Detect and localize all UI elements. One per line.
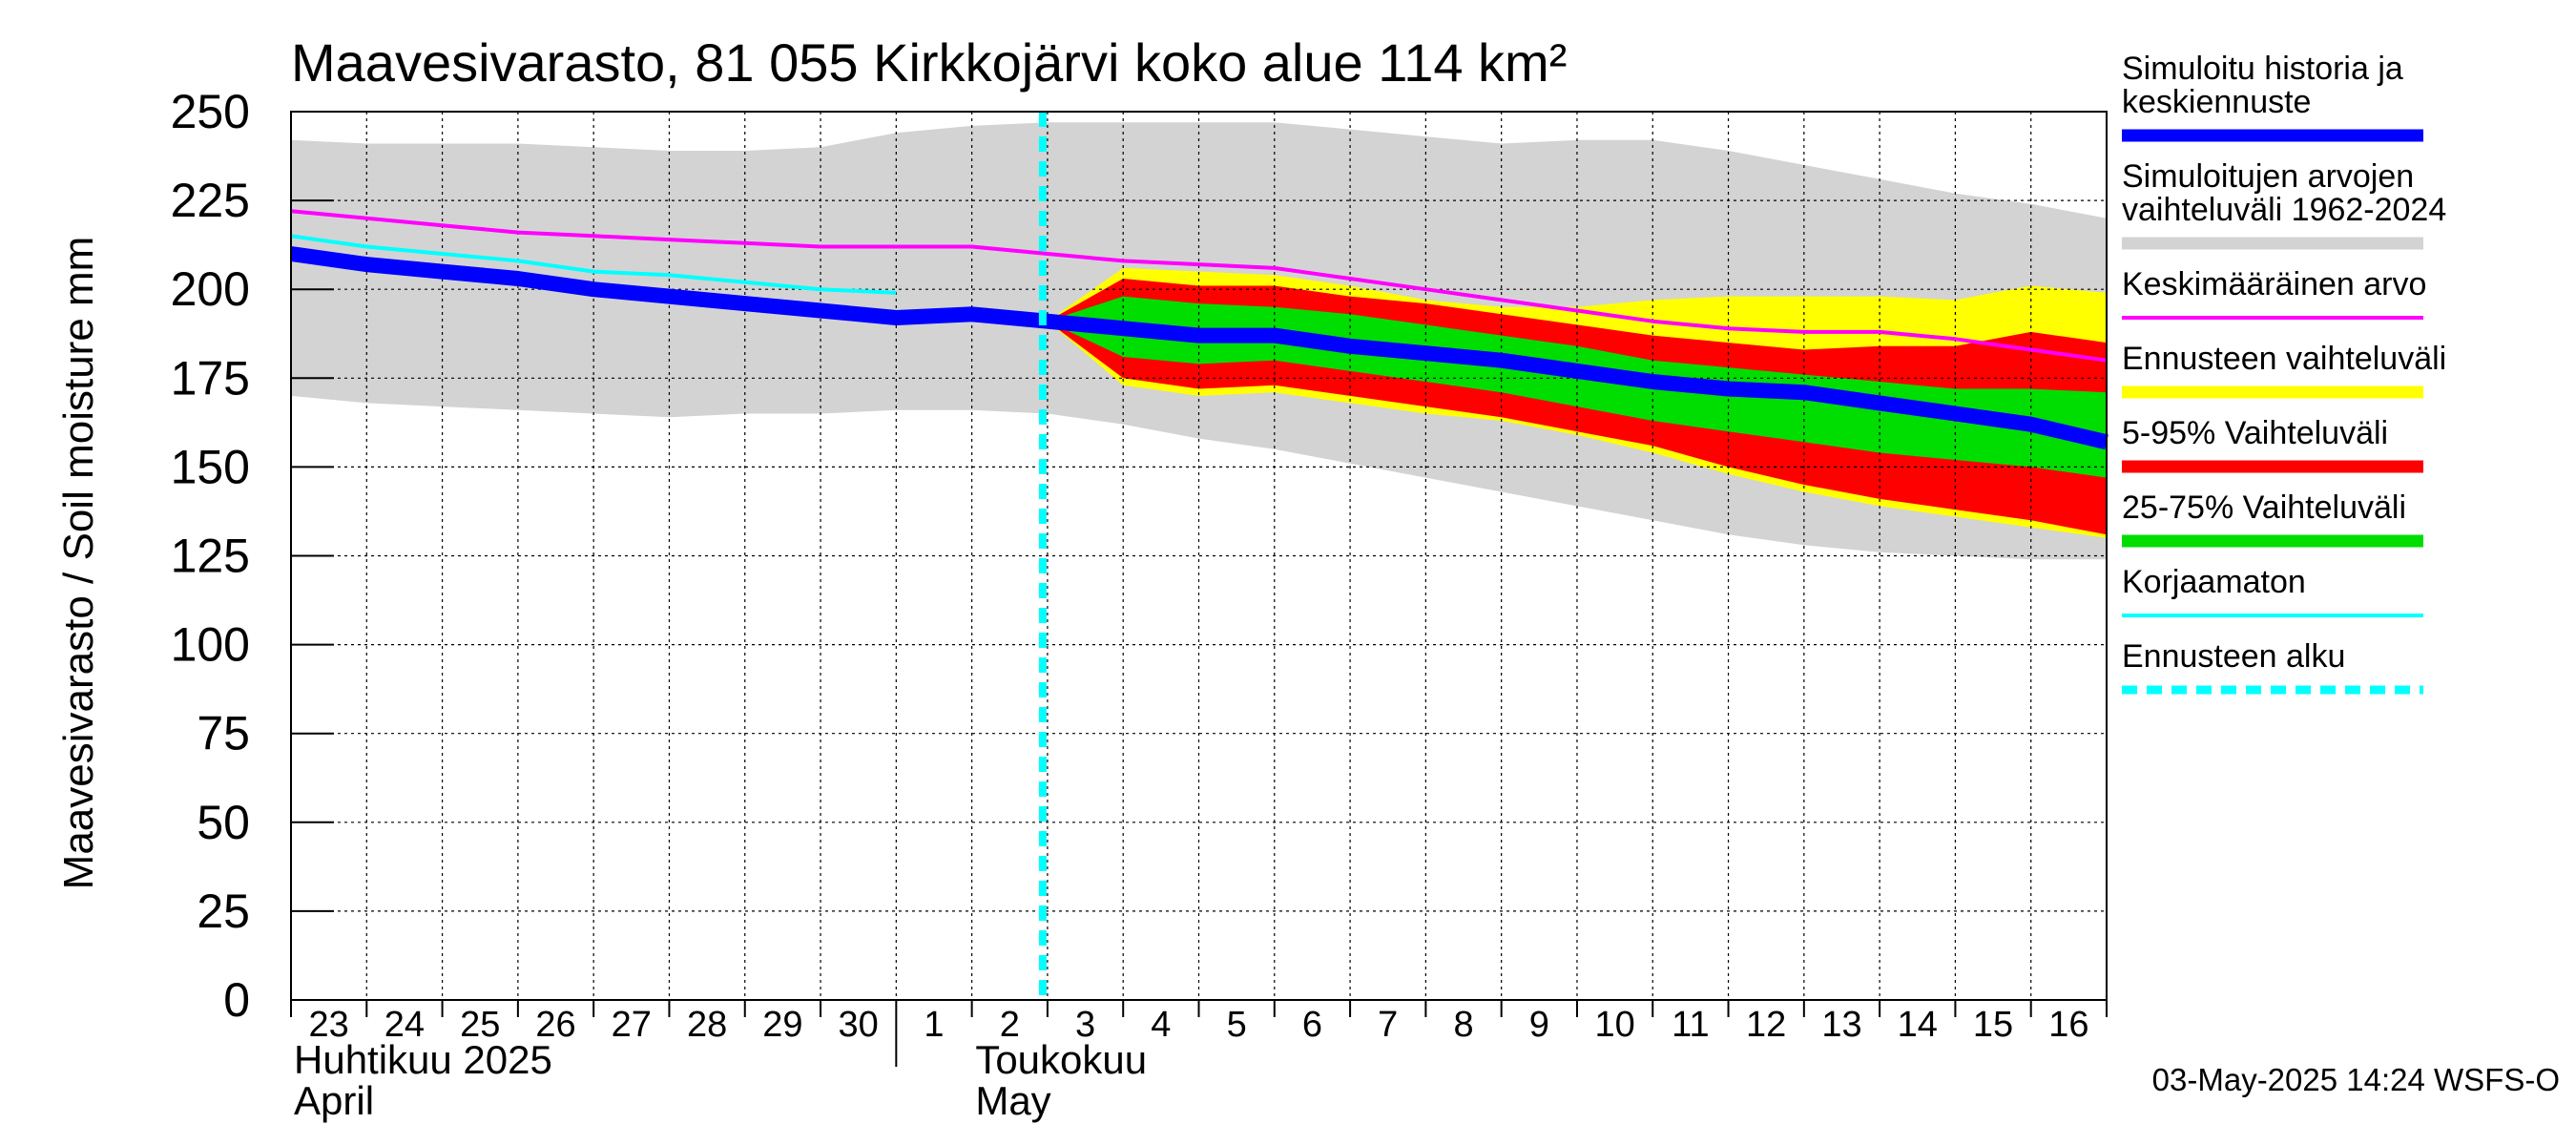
legend-label-0: Simuloitu historia ja: [2122, 51, 2403, 87]
x-tick-label-20: 13: [1821, 1005, 1861, 1045]
month-label-fi-1: Toukokuu: [975, 1037, 1147, 1082]
series-korjaamaton: [290, 234, 897, 295]
legend-label-5: 25-75% Vaihteluväli: [2122, 489, 2406, 526]
x-tick-label-1: 24: [384, 1005, 425, 1045]
timestamp-footer: 03-May-2025 14:24 WSFS-O: [2152, 1062, 2560, 1097]
x-tick-label-23: 16: [2048, 1005, 2088, 1045]
legend-label-3: Ennusteen vaihteluväli: [2122, 341, 2446, 377]
x-tick-label-0: 23: [309, 1005, 349, 1045]
y-tick-label-250: 250: [171, 85, 250, 138]
x-tick-label-17: 10: [1594, 1005, 1634, 1045]
y-tick-label-225: 225: [171, 174, 250, 227]
data-series-lines: [289, 112, 2109, 1000]
y-tick-label-150: 150: [171, 440, 250, 493]
legend-label-1-line2: vaihteluväli 1962-2024: [2122, 192, 2446, 228]
x-tick-label-9: 2: [1000, 1005, 1020, 1045]
x-tick-label-4: 27: [612, 1005, 652, 1045]
x-tick-label-7: 30: [839, 1005, 879, 1045]
x-tick-label-5: 28: [687, 1005, 727, 1045]
x-tick-label-12: 5: [1227, 1005, 1247, 1045]
y-tick-label-100: 100: [171, 618, 250, 672]
x-tick-label-19: 12: [1746, 1005, 1786, 1045]
y-tick-label-25: 25: [197, 885, 250, 938]
plot-frame: [290, 111, 2108, 1001]
legend-label-7: Ennusteen alku: [2122, 638, 2345, 675]
x-tick-label-13: 6: [1302, 1005, 1322, 1045]
x-tick-label-3: 26: [535, 1005, 575, 1045]
y-tick-label-0: 0: [223, 973, 250, 1027]
y-tick-label-200: 200: [171, 262, 250, 316]
legend-label-6: Korjaamaton: [2122, 564, 2306, 600]
legend-label-4: 5-95% Vaihteluväli: [2122, 415, 2388, 451]
x-tick-label-8: 1: [924, 1005, 944, 1045]
month-label-en-1: May: [975, 1078, 1050, 1123]
month-label-en-0: April: [294, 1078, 374, 1123]
x-tick-label-16: 9: [1529, 1005, 1549, 1045]
x-tick-label-15: 8: [1453, 1005, 1473, 1045]
legend-label-1: Simuloitujen arvojen: [2122, 158, 2414, 195]
series-simuloitu-historia-ja-keskiennuste: [289, 246, 2109, 450]
y-tick-label-50: 50: [197, 796, 250, 849]
x-tick-label-18: 11: [1672, 1005, 1709, 1045]
y-axis-label: Maavesivarasto / Soil moisture mm: [55, 237, 102, 890]
y-tick-label-175: 175: [171, 351, 250, 405]
y-tick-label-125: 125: [171, 530, 250, 583]
x-tick-label-11: 4: [1151, 1005, 1171, 1045]
chart-title: Maavesivarasto, 81 055 Kirkkojärvi koko …: [291, 32, 1567, 93]
x-tick-label-14: 7: [1378, 1005, 1398, 1045]
legend-label-2: Keskimääräinen arvo: [2122, 266, 2426, 302]
x-tick-label-6: 29: [762, 1005, 802, 1045]
x-tick-label-10: 3: [1075, 1005, 1095, 1045]
y-tick-label-75: 75: [197, 707, 250, 760]
x-tick-label-2: 25: [460, 1005, 500, 1045]
series-keskimaarainen-arvo: [290, 209, 2108, 363]
x-tick-label-21: 14: [1898, 1005, 1938, 1045]
month-label-fi-0: Huhtikuu 2025: [294, 1037, 552, 1082]
x-tick-label-22: 15: [1973, 1005, 2013, 1045]
legend-label-0-line2: keskiennuste: [2122, 84, 2311, 120]
